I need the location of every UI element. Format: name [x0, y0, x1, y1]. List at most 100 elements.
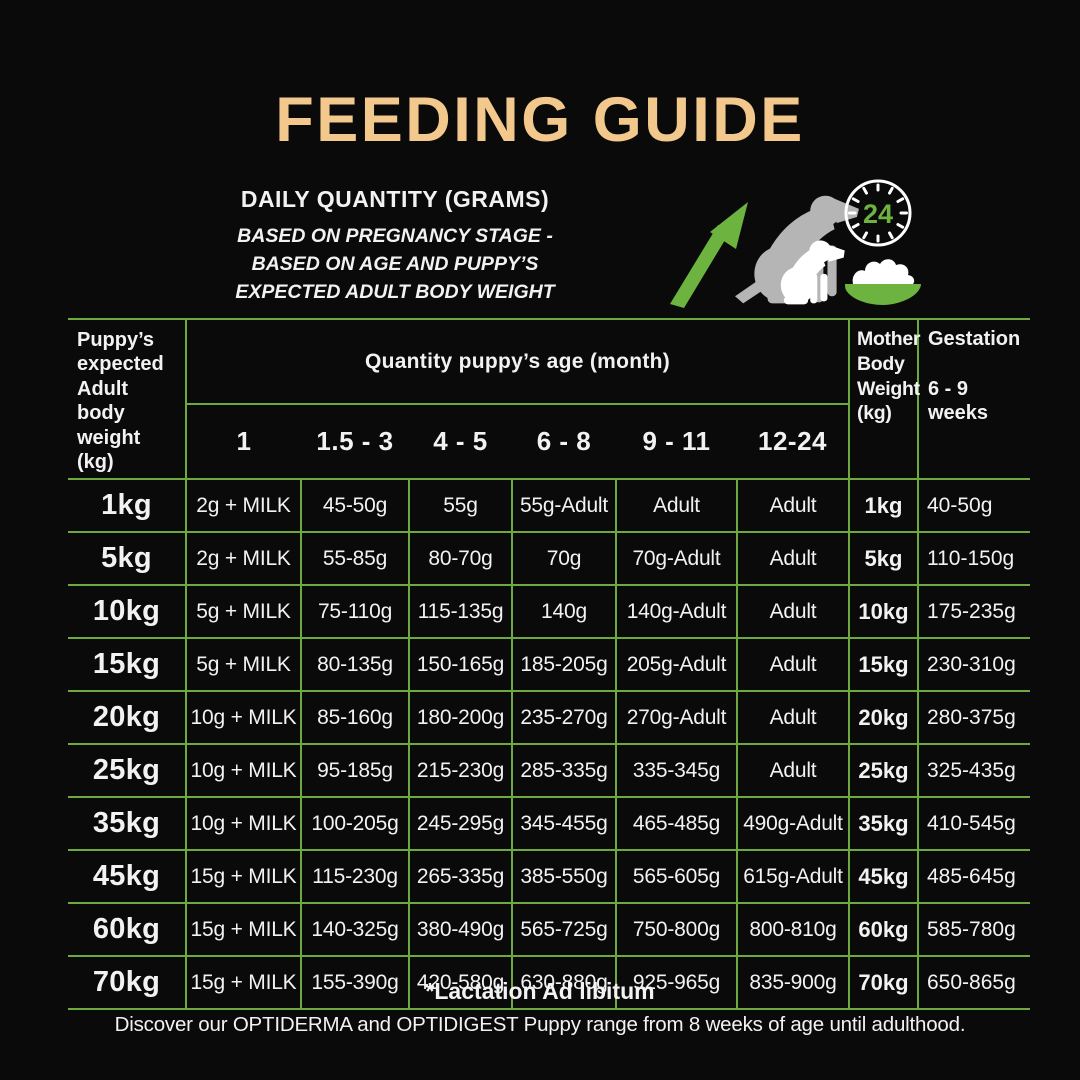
gestation-header-label: Gestation — [928, 328, 1021, 350]
gestation-cell: 325-435g — [917, 743, 1030, 799]
age-col-6-8: 6 - 8 — [512, 403, 616, 481]
quantity-cell: 5g + MILK — [185, 637, 302, 693]
puppy-weight-cell: 45kg — [68, 849, 187, 905]
quantity-cell: 465-485g — [615, 796, 738, 852]
mother-weight-cell: 60kg — [848, 902, 919, 958]
quantity-cell: 80-135g — [300, 637, 410, 693]
gestation-cell: 40-50g — [917, 478, 1030, 534]
table-row: 20kg 10g + MILK 85-160g 180-200g 235-270… — [68, 690, 1030, 746]
quantity-cell: 565-605g — [615, 849, 738, 905]
age-col-4-5: 4 - 5 — [409, 403, 512, 481]
quantity-cell: Adult — [736, 584, 850, 640]
quantity-cell: 800-810g — [736, 902, 850, 958]
quantity-cell: 150-165g — [408, 637, 513, 693]
puppy-weight-cell: 5kg — [68, 531, 187, 587]
quantity-cell: Adult — [736, 690, 850, 746]
page-title: FEEDING GUIDE — [275, 85, 805, 155]
gestation-subheader-label: 6 - 9 weeks — [928, 378, 989, 424]
quantity-cell: 45-50g — [300, 478, 410, 534]
mother-weight-cell: 1kg — [848, 478, 919, 534]
quantity-cell: 10g + MILK — [185, 743, 302, 799]
quantity-cell: 615g-Adult — [736, 849, 850, 905]
quantity-cell: 80-70g — [408, 531, 513, 587]
mother-weight-cell: 10kg — [848, 584, 919, 640]
quantity-cell: 2g + MILK — [185, 478, 302, 534]
quantity-cell: 115-230g — [300, 849, 410, 905]
gestation-cell: 175-235g — [917, 584, 1030, 640]
clock-24h-icon: 24 — [844, 179, 912, 247]
mother-weight-cell: 45kg — [848, 849, 919, 905]
quantity-cell: 385-550g — [511, 849, 617, 905]
quantity-cell: 630-880g — [511, 955, 617, 1011]
table-row: 60kg 15g + MILK 140-325g 380-490g 565-72… — [68, 902, 1030, 958]
quantity-cell: 55-85g — [300, 531, 410, 587]
quantity-cell: 185-205g — [511, 637, 617, 693]
quantity-cell: 565-725g — [511, 902, 617, 958]
table-row: 25kg 10g + MILK 95-185g 215-230g 285-335… — [68, 743, 1030, 799]
age-col-12-24: 12-24 — [737, 403, 849, 481]
subtitle-block: DAILY QUANTITY (GRAMS) BASED ON PREGNANC… — [180, 186, 610, 306]
quantity-cell: 335-345g — [615, 743, 738, 799]
quantity-cell: 265-335g — [408, 849, 513, 905]
quantity-cell: Adult — [615, 478, 738, 534]
col-header-quantity-age: Quantity puppy’s age (month) — [185, 317, 850, 406]
puppy-weight-cell: 25kg — [68, 743, 187, 799]
quantity-cell: 55g — [408, 478, 513, 534]
quantity-cell: 5g + MILK — [185, 584, 302, 640]
growth-arrow-icon — [670, 202, 748, 308]
quantity-cell: 345-455g — [511, 796, 617, 852]
quantity-cell: 270g-Adult — [615, 690, 738, 746]
table-row: 35kg 10g + MILK 100-205g 245-295g 345-45… — [68, 796, 1030, 852]
puppy-weight-cell: 10kg — [68, 584, 187, 640]
subtitle-line-1: BASED ON PREGNANCY STAGE - — [237, 225, 553, 247]
quantity-cell: 490g-Adult — [736, 796, 850, 852]
subtitle-line-2: BASED ON AGE AND PUPPY’S — [251, 253, 539, 275]
mother-weight-cell: 5kg — [848, 531, 919, 587]
gestation-cell: 230-310g — [917, 637, 1030, 693]
gestation-cell: 585-780g — [917, 902, 1030, 958]
gestation-cell: 485-645g — [917, 849, 1030, 905]
puppy-weight-cell: 70kg — [68, 955, 187, 1011]
quantity-cell: 140g-Adult — [615, 584, 738, 640]
puppy-weight-cell: 60kg — [68, 902, 187, 958]
gestation-cell: 280-375g — [917, 690, 1030, 746]
col-header-mother-weight: Mother Body Weight (kg) — [848, 317, 921, 481]
quantity-cell: 10g + MILK — [185, 796, 302, 852]
quantity-cell: 115-135g — [408, 584, 513, 640]
lactation-note: *Lactation Ad libitum — [425, 978, 655, 1004]
table-row: 10kg 5g + MILK 75-110g 115-135g 140g 140… — [68, 584, 1030, 640]
table-row: 5kg 2g + MILK 55-85g 80-70g 70g 70g-Adul… — [68, 531, 1030, 587]
dog-family-icon — [735, 195, 859, 305]
quantity-cell: 245-295g — [408, 796, 513, 852]
puppy-weight-cell: 35kg — [68, 796, 187, 852]
quantity-cell: 70g — [511, 531, 617, 587]
quantity-cell: 95-185g — [300, 743, 410, 799]
quantity-cell: 750-800g — [615, 902, 738, 958]
quantity-cell: 155-390g — [300, 955, 410, 1011]
puppy-weight-cell: 15kg — [68, 637, 187, 693]
quantity-cell: 420-580g — [408, 955, 513, 1011]
table-row: 15kg 5g + MILK 80-135g 150-165g 185-205g… — [68, 637, 1030, 693]
mother-weight-cell: 70kg — [848, 955, 919, 1011]
mother-weight-cell: 15kg — [848, 637, 919, 693]
col-header-gestation: Gestation 6 - 9 weeks — [917, 317, 1030, 481]
quantity-cell: 925-965g — [615, 955, 738, 1011]
quantity-cell: 15g + MILK — [185, 902, 302, 958]
feeding-table-body: 1kg 2g + MILK 45-50g 55g 55g-Adult Adult… — [68, 478, 1030, 1011]
feeding-table: Puppy’s expected Adult body weight (kg) … — [68, 317, 1030, 1011]
quantity-cell: 55g-Adult — [511, 478, 617, 534]
age-col-1-5-3: 1.5 - 3 — [301, 403, 409, 481]
quantity-cell: Adult — [736, 531, 850, 587]
quantity-cell: 140g — [511, 584, 617, 640]
quantity-cell: 140-325g — [300, 902, 410, 958]
quantity-cell: 2g + MILK — [185, 531, 302, 587]
gestation-cell: 110-150g — [917, 531, 1030, 587]
table-row: 70kg 15g + MILK 155-390g 420-580g 630-88… — [68, 955, 1030, 1011]
quantity-cell: 835-900g — [736, 955, 850, 1011]
icon-cluster: 24 — [665, 176, 925, 308]
age-col-9-11: 9 - 11 — [616, 403, 737, 481]
mother-weight-cell: 35kg — [848, 796, 919, 852]
quantity-cell: 380-490g — [408, 902, 513, 958]
quantity-cell: 10g + MILK — [185, 690, 302, 746]
